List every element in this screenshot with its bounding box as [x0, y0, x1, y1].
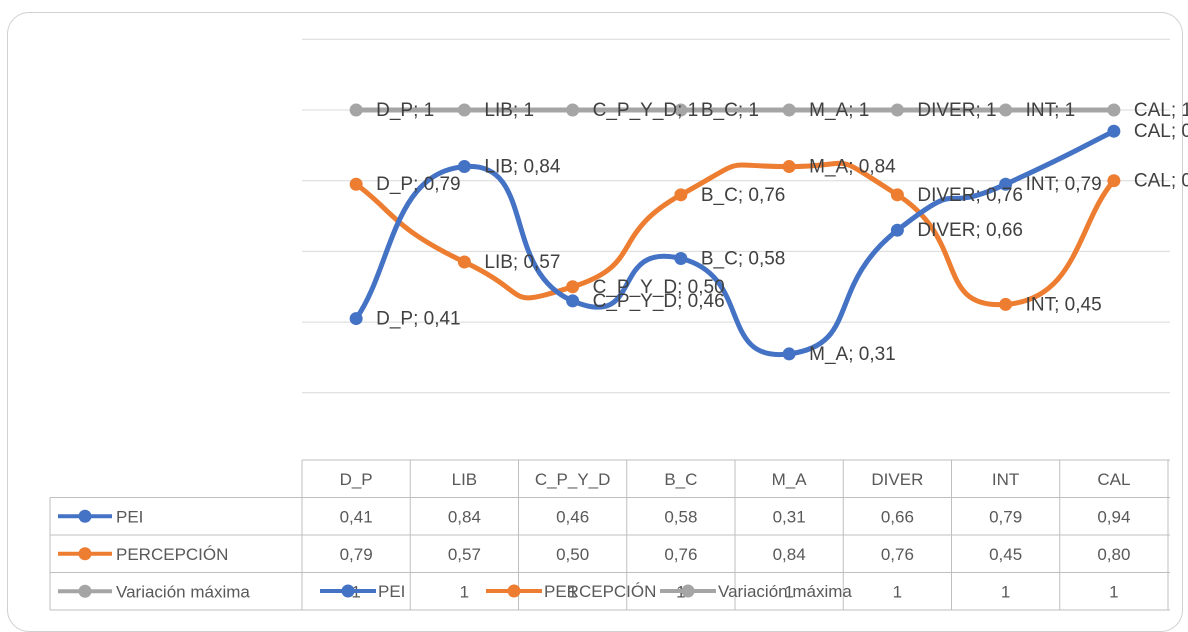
data-label: D_P; 1 [376, 100, 434, 121]
series-line-1 [353, 160, 1117, 307]
data-label: M_A; 1 [809, 100, 869, 121]
data-point [890, 103, 904, 117]
table-legend-key-marker [78, 509, 92, 523]
table-value-cell: 0,66 [881, 507, 914, 526]
data-label: INT; 0,45 [1026, 294, 1102, 315]
data-point [1107, 124, 1121, 138]
table-series-name: PERCEPCIÓN [116, 545, 228, 564]
data-label: INT; 0,79 [1026, 174, 1102, 195]
data-label: B_C; 0,58 [701, 248, 786, 269]
data-point [674, 251, 688, 265]
table-value-cell: 1 [568, 582, 577, 601]
table-value-cell: 0,76 [664, 545, 697, 564]
table-value-cell: 0,84 [773, 545, 806, 564]
table-header-cell: B_C [664, 470, 697, 489]
data-label: M_A; 0,31 [809, 344, 896, 365]
data-label: LIB; 1 [484, 100, 534, 121]
data-label: DIVER; 0,66 [917, 220, 1023, 241]
table-value-cell: 0,58 [664, 507, 697, 526]
data-label: C_P_Y_D; 1 [593, 100, 699, 121]
data-point [782, 347, 796, 361]
table-value-cell: 0,94 [1097, 507, 1130, 526]
data-point [674, 103, 688, 117]
data-label: B_C; 1 [701, 100, 759, 121]
table-value-cell: 1 [460, 582, 469, 601]
legend-key-marker [341, 584, 355, 598]
table-legend-key-marker [78, 584, 92, 598]
table-value-cell: 0,50 [556, 545, 589, 564]
legend-label: PEI [378, 582, 405, 601]
table-legend-key-marker [78, 547, 92, 561]
data-label: D_P; 0,79 [376, 174, 461, 195]
data-label: D_P; 0,41 [376, 309, 461, 330]
data-label: INT; 1 [1026, 100, 1076, 121]
data-label: DIVER; 1 [917, 100, 996, 121]
data-label: LIB; 0,84 [484, 157, 560, 178]
series-lines [353, 107, 1117, 358]
data-point [1107, 103, 1121, 117]
table-series-name: Variación máxima [116, 582, 250, 601]
data-label: CAL; 0,80 [1134, 171, 1188, 192]
data-point [782, 103, 796, 117]
table-value-cell: 0,80 [1097, 545, 1130, 564]
data-point [890, 188, 904, 202]
table-value-cell: 0,84 [448, 507, 481, 526]
table-value-cell: 1 [784, 582, 793, 601]
data-label: C_P_Y_D; 0,46 [593, 291, 725, 312]
data-label: B_C; 0,76 [701, 185, 786, 206]
table-value-cell: 0,41 [340, 507, 373, 526]
table-value-cell: 0,31 [773, 507, 806, 526]
table-series-name: PEI [116, 507, 143, 526]
table-header-cell: D_P [340, 470, 373, 489]
data-point [457, 160, 471, 174]
table-header-cell: M_A [772, 470, 808, 489]
table-value-cell: 0,57 [448, 545, 481, 564]
data-label: M_A; 0,84 [809, 157, 896, 178]
table-header-cell: DIVER [871, 470, 923, 489]
data-label: CAL; 1 [1134, 100, 1188, 121]
data-point [1107, 174, 1121, 188]
table-value-cell: 0,46 [556, 507, 589, 526]
legend-key-marker [507, 584, 521, 598]
legend-key-marker [681, 584, 695, 598]
data-label: LIB; 0,57 [484, 252, 560, 273]
table-value-cell: 1 [1001, 582, 1010, 601]
table-value-cell: 0,45 [989, 545, 1022, 564]
legend-label: PERCEPCIÓN [544, 582, 656, 601]
data-point [457, 103, 471, 117]
data-point [349, 103, 363, 117]
data-point [566, 103, 580, 117]
table-header-cell: LIB [452, 470, 478, 489]
data-point [457, 255, 471, 269]
data-point [999, 297, 1013, 311]
data-label: CAL; 0,94 [1134, 121, 1188, 142]
gridlines [302, 38, 1170, 394]
series-points [349, 103, 1121, 361]
table-value-cell: 1 [1109, 582, 1118, 601]
data-label: DIVER; 0,76 [917, 185, 1023, 206]
table-value-cell: 0,79 [989, 507, 1022, 526]
data-labels: D_P; 1 LIB; 1 C_P_Y_D; 1 B_C; 1 M_A; 1 DIVER;… [376, 100, 1188, 365]
data-point [890, 223, 904, 237]
data-point [566, 280, 580, 294]
table-header-cell: C_P_Y_D [535, 470, 611, 489]
data-point [349, 312, 363, 326]
table-value-cell: 1 [893, 582, 902, 601]
series-line-0 [353, 128, 1117, 358]
legend-label: Variación máxima [718, 582, 852, 601]
data-point [782, 160, 796, 174]
table-header-cell: CAL [1097, 470, 1130, 489]
data-point [674, 188, 688, 202]
legend: PEI PERCEPCIÓN Variación máxima [320, 582, 852, 601]
data-point [349, 177, 363, 191]
data-point [999, 177, 1013, 191]
table-header-cell: INT [992, 470, 1019, 489]
data-point [566, 294, 580, 308]
data-point [999, 103, 1013, 117]
table-value-cell: 0,79 [340, 545, 373, 564]
table-value-cell: 0,76 [881, 545, 914, 564]
data-label: C_P_Y_D; 0,50 [593, 277, 725, 298]
